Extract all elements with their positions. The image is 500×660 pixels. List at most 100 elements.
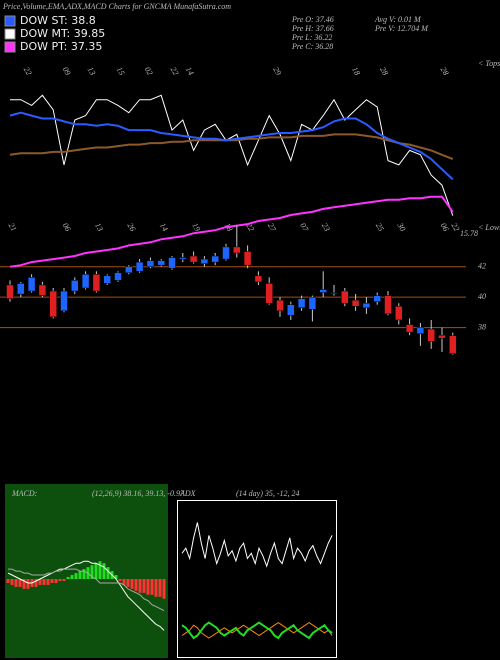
- date-label: 06: [61, 221, 73, 232]
- macd-bar: [158, 579, 162, 597]
- candle-body: [157, 260, 165, 266]
- macd-bar: [78, 571, 82, 579]
- date-label: 18: [350, 65, 362, 76]
- legend-swatch: [4, 28, 16, 40]
- candle-body: [319, 289, 327, 293]
- candle-body: [81, 274, 90, 289]
- date-label: 28: [378, 65, 390, 76]
- date-label: 22: [22, 65, 34, 76]
- macd-bar: [162, 579, 166, 599]
- candle-body: [92, 274, 101, 292]
- candle-body: [438, 334, 446, 339]
- legend-swatch: [4, 15, 16, 27]
- candle-body: [103, 275, 111, 284]
- date-label: 07: [298, 221, 310, 233]
- macd-bar: [114, 575, 118, 579]
- line: [9, 111, 454, 181]
- candle-body: [308, 296, 317, 310]
- candle-body: [330, 292, 338, 294]
- macd-bar: [70, 575, 74, 579]
- macd-bar: [146, 579, 150, 595]
- candle-body: [211, 255, 219, 263]
- info-text: Avg V: 0.01 M: [374, 15, 422, 24]
- legend-label: DOW MT: 39.85: [20, 27, 105, 40]
- macd-title: MACD:: [11, 489, 38, 498]
- date-label: 13: [86, 65, 98, 76]
- macd-bar: [58, 579, 62, 581]
- candle-body: [6, 284, 14, 299]
- date-label: 21: [7, 221, 19, 232]
- candle-body: [395, 306, 403, 321]
- macd-bar: [82, 569, 86, 579]
- candle-body: [287, 304, 295, 316]
- candle-body: [17, 283, 25, 295]
- candle-body: [297, 298, 306, 309]
- macd-bar: [90, 565, 94, 579]
- legend-swatch: [4, 41, 16, 53]
- candle-body: [135, 261, 144, 272]
- candle-body: [114, 272, 122, 281]
- date-label: 27: [266, 221, 278, 233]
- candle-body: [254, 275, 263, 283]
- macd-bar: [66, 577, 70, 579]
- candle-body: [125, 266, 133, 274]
- date-label: 22: [169, 65, 181, 76]
- macd-bar: [46, 579, 50, 585]
- date-label: 22: [244, 221, 256, 232]
- line: [9, 195, 454, 268]
- date-label: 13: [93, 221, 105, 232]
- macd-bar: [74, 573, 78, 579]
- title: Price,Volume,EMA,ADX,MACD Charts for GNC…: [2, 2, 231, 11]
- macd-bar: [138, 579, 142, 593]
- macd-bar: [122, 579, 126, 585]
- macd-bar: [62, 579, 66, 581]
- candle-body: [60, 290, 68, 312]
- candle-body: [168, 257, 176, 269]
- annotation: 15.78: [460, 229, 478, 238]
- macd-bar: [134, 579, 138, 591]
- date-label: 14: [184, 65, 196, 76]
- candle-body: [341, 290, 349, 304]
- date-label: 30: [395, 221, 407, 233]
- y-tick-label: 42: [478, 262, 486, 271]
- legend-label: DOW ST: 38.8: [20, 14, 96, 27]
- candle-body: [200, 258, 209, 264]
- info-text: Pre V: 12.704 M: [374, 24, 429, 33]
- candle-body: [71, 280, 79, 292]
- date-label: 25: [374, 221, 386, 232]
- macd-bar: [42, 579, 46, 585]
- macd-bar: [94, 563, 98, 579]
- candle-body: [27, 277, 36, 292]
- candle-body: [146, 260, 155, 267]
- candle-body: [427, 328, 435, 342]
- macd-bar: [98, 561, 102, 579]
- candle-body: [384, 295, 392, 315]
- macd-bar: [154, 579, 158, 597]
- candle-body: [416, 327, 425, 334]
- candle-body: [276, 299, 284, 312]
- line: [7, 560, 165, 631]
- line: [8, 568, 165, 612]
- macd-values: (12,26,9) 38.16, 39.13, -0.97: [92, 489, 185, 498]
- candle-body: [351, 299, 360, 307]
- y-tick-label: 38: [477, 322, 486, 331]
- macd-bar: [18, 579, 22, 587]
- candle-body: [38, 284, 47, 296]
- candle-body: [189, 255, 198, 263]
- date-label: 19: [190, 221, 202, 232]
- candle-body: [222, 246, 230, 260]
- macd-bar: [26, 579, 30, 589]
- adx-values: (14 day) 35, -12, 24: [236, 489, 300, 498]
- candle-body: [265, 283, 273, 304]
- date-label: 06: [439, 221, 451, 232]
- date-label: 23: [320, 221, 332, 232]
- candle-body: [179, 257, 187, 260]
- macd-bar: [102, 563, 106, 579]
- candle-body: [373, 295, 381, 302]
- macd-bar: [6, 579, 10, 583]
- candle-body: [49, 290, 57, 318]
- info-text: Pre L: 36.22: [291, 33, 332, 42]
- info-text: Pre C: 36.28: [291, 42, 333, 51]
- legend-label: DOW PT: 37.35: [20, 40, 102, 53]
